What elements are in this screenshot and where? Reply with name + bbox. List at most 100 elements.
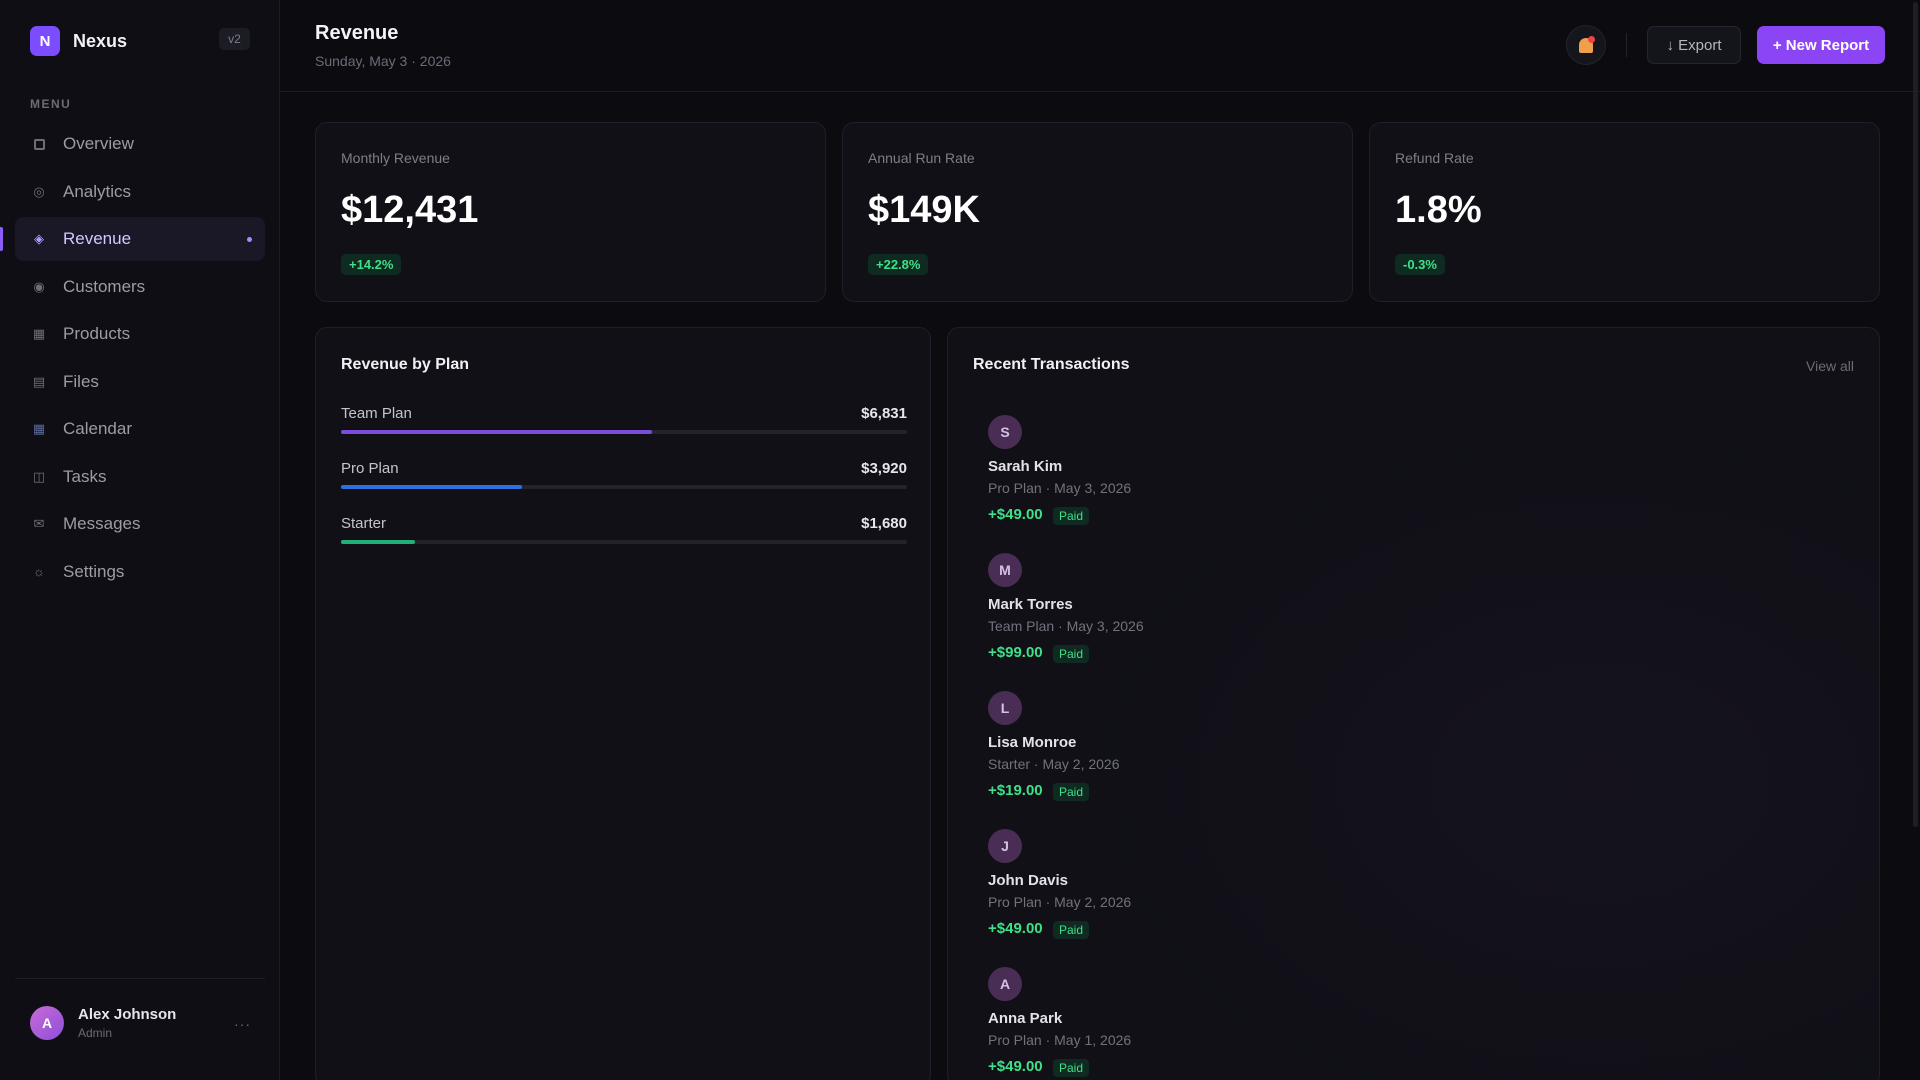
plan-name: Pro Plan [341,460,399,477]
page-date: Sunday, May 3 · 2026 [315,53,451,69]
user-profile[interactable]: A Alex Johnson Admin [30,1006,176,1040]
page-scrollbar[interactable] [1913,2,1918,827]
plan-progress-fill [341,430,653,434]
kpi-label: Refund Rate [1395,150,1474,166]
transaction-amount: +$19.00 [988,782,1043,799]
sidebar-item-messages[interactable]: ✉ Messages [15,502,265,546]
active-indicator-dot [247,237,252,242]
plan-progress-fill [341,540,415,544]
transaction-item[interactable]: L Lisa Monroe Starter · May 2, 2026 +$19… [988,691,1388,821]
sidebar-nav: Overview ◎ Analytics ◈ Revenue ◉ Custome… [0,122,265,597]
sidebar-divider [15,978,265,979]
brand[interactable]: N Nexus [30,26,127,56]
kpi-value: $12,431 [341,189,479,231]
transaction-amount: +$49.00 [988,506,1043,523]
sidebar-item-label: Customers [63,276,146,296]
brand-logo: N [30,26,60,56]
transaction-name: John Davis [988,872,1069,889]
header-divider [1626,33,1627,57]
notification-dot [1588,36,1595,43]
sidebar-item-label: Calendar [63,419,132,438]
kpi-card-annual-run-rate: Annual Run Rate $149K +22.8% [842,122,1353,302]
status-badge: Paid [1053,1059,1090,1077]
customers-icon: ◉ [33,278,45,294]
kpi-card-refund-rate: Refund Rate 1.8% -0.3% [1369,122,1880,302]
user-info: Alex Johnson Admin [78,1006,176,1040]
plan-amount: $1,680 [861,515,907,532]
grid-square-icon [32,137,46,151]
kpi-label: Annual Run Rate [868,150,975,166]
sidebar-item-label: Overview [63,134,134,153]
tasks-icon: ◫ [32,468,46,484]
recent-transactions-card: Recent Transactions View all S Sarah Kim… [947,327,1880,1080]
transaction-amount: +$49.00 [988,920,1043,937]
transaction-amount: +$99.00 [988,644,1043,661]
avatar: J [988,829,1022,863]
transaction-meta: Team Plan · May 3, 2026 [988,618,1144,634]
card-title: Recent Transactions [973,356,1130,373]
kpi-change-badge: +22.8% [868,254,929,275]
menu-label: MENU [30,97,72,111]
more-options-icon[interactable]: ··· [234,1016,251,1032]
sidebar-item-settings[interactable]: ☼ Settings [15,550,265,594]
transaction-item[interactable]: J John Davis Pro Plan · May 2, 2026 +$49… [988,829,1388,959]
diamond-icon: ◈ [34,231,44,246]
transaction-item[interactable]: S Sarah Kim Pro Plan · May 3, 2026 +$49.… [988,415,1388,545]
plan-amount: $3,920 [861,460,907,477]
sidebar-item-products[interactable]: ▦ Products [15,312,265,356]
status-badge: Paid [1053,645,1090,663]
kpi-card-monthly-revenue: Monthly Revenue $12,431 +14.2% [315,122,826,302]
transaction-amount: +$49.00 [988,1058,1043,1075]
sidebar: N Nexus v2 MENU Overview ◎ Analytics ◈ R… [0,0,280,1080]
transaction-item[interactable]: M Mark Torres Team Plan · May 3, 2026 +$… [988,553,1388,683]
sidebar-item-label: Revenue [63,229,132,248]
brand-name: Nexus [73,30,128,51]
sidebar-item-label: Messages [63,514,141,533]
status-badge: Paid [1053,507,1090,525]
avatar: M [988,553,1022,587]
view-all-link[interactable]: View all [1806,358,1854,374]
plan-progress-track [341,540,907,544]
sidebar-item-label: Settings [63,561,125,581]
notifications-button[interactable] [1566,25,1606,65]
settings-icon: ☼ [33,564,45,579]
avatar: L [988,691,1022,725]
transaction-name: Mark Torres [988,596,1073,613]
new-report-button[interactable]: + New Report [1757,26,1885,64]
kpi-change-badge: -0.3% [1395,254,1445,275]
transaction-item[interactable]: A Anna Park Pro Plan · May 1, 2026 +$49.… [988,967,1388,1080]
kpi-value: $149K [868,189,980,231]
sidebar-item-tasks[interactable]: ◫ Tasks [15,455,265,499]
revenue-by-plan-card: Revenue by Plan Team Plan $6,831 Pro Pla… [315,327,931,1080]
sidebar-item-customers[interactable]: ◉ Customers [15,265,265,309]
version-badge: v2 [219,28,250,50]
plan-progress-track [341,485,907,489]
transaction-meta: Pro Plan · May 3, 2026 [988,480,1132,496]
sidebar-item-revenue[interactable]: ◈ Revenue [0,217,265,261]
status-badge: Paid [1053,783,1090,801]
top-header: Revenue Sunday, May 3 · 2026 ↓ Export + … [280,0,1920,92]
sidebar-item-label: Analytics [63,181,132,201]
plan-name: Starter [341,515,387,532]
kpi-label: Monthly Revenue [341,150,450,166]
transaction-name: Sarah Kim [988,458,1063,475]
files-icon: ▤ [32,373,46,389]
sidebar-item-analytics[interactable]: ◎ Analytics [15,170,265,214]
sidebar-item-label: Products [63,324,131,343]
sidebar-item-label: Files [63,371,99,391]
sidebar-item-files[interactable]: ▤ Files [15,360,265,404]
avatar: S [988,415,1022,449]
plan-progress-fill [341,485,523,489]
avatar: A [988,967,1022,1001]
plan-progress-track [341,430,907,434]
transaction-meta: Pro Plan · May 2, 2026 [988,894,1132,910]
sidebar-item-label: Tasks [63,466,107,486]
plan-amount: $6,831 [861,405,907,422]
export-button[interactable]: ↓ Export [1647,26,1741,64]
transaction-meta: Starter · May 2, 2026 [988,756,1120,772]
sidebar-item-calendar[interactable]: ▦ Calendar [15,407,265,451]
kpi-value: 1.8% [1395,189,1482,231]
products-icon: ▦ [32,326,46,341]
sidebar-item-overview[interactable]: Overview [15,122,265,166]
kpi-change-badge: +14.2% [341,254,402,275]
